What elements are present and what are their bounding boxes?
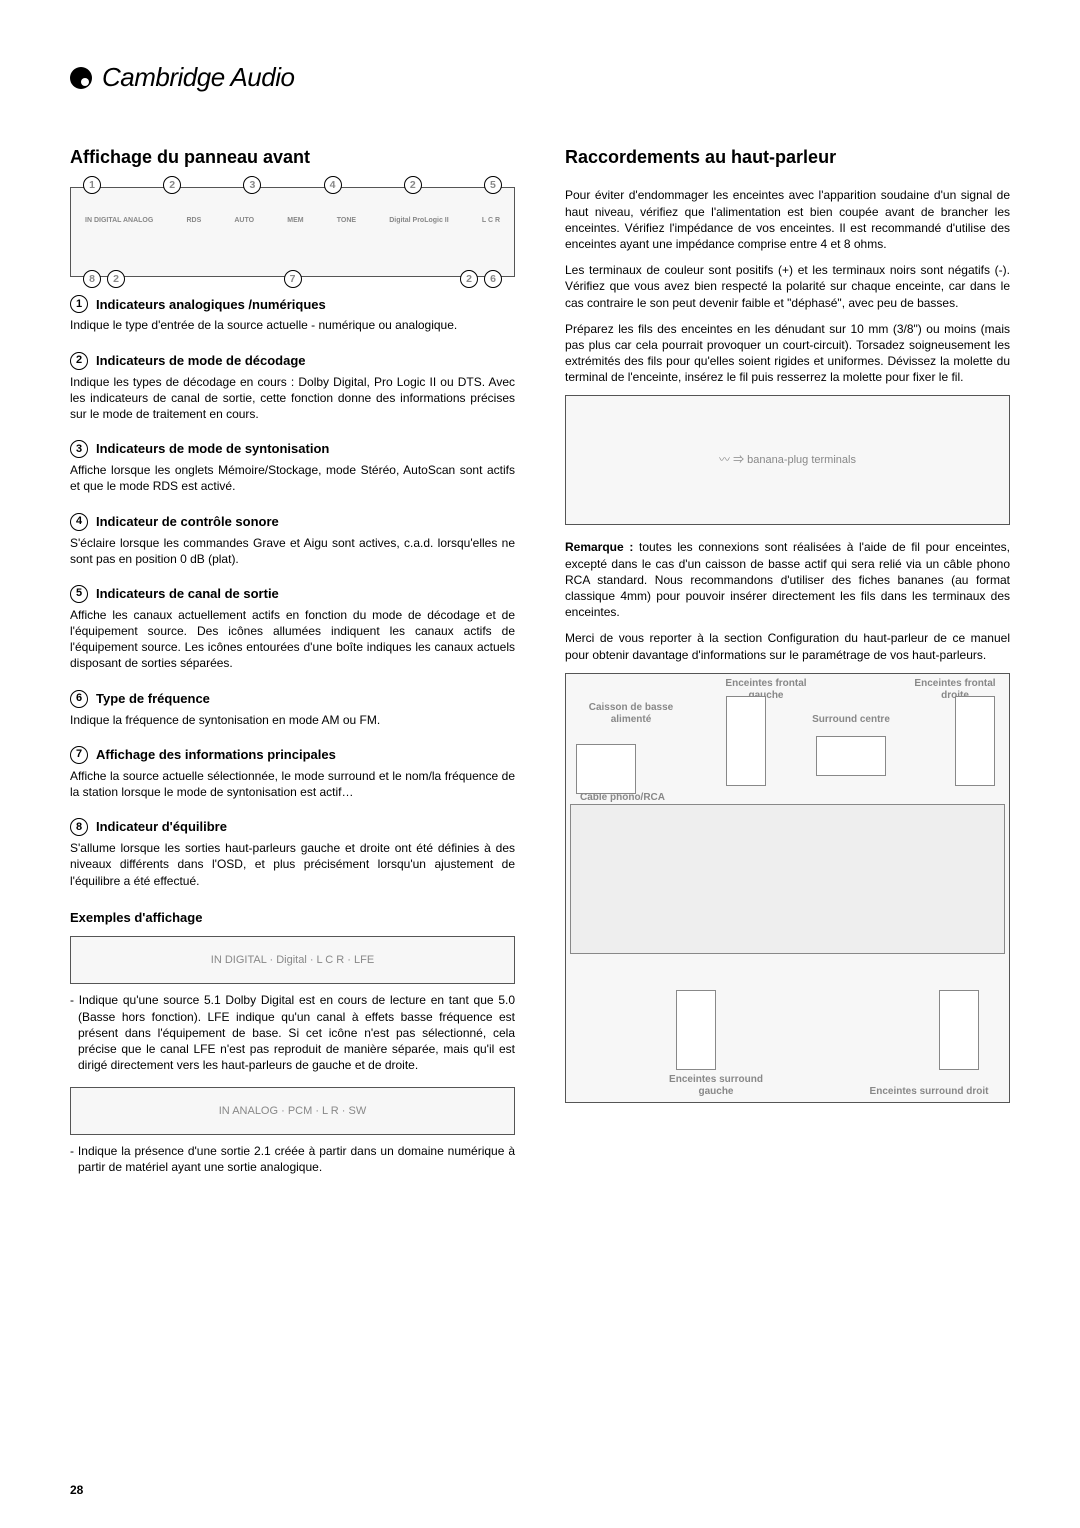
section-title: Indicateur d'équilibre: [96, 818, 227, 836]
logo-icon: [70, 67, 92, 89]
panel-label: TONE: [337, 216, 356, 225]
panel-label: MEM: [287, 216, 303, 225]
callout: 2: [404, 176, 422, 194]
callout: 3: [243, 176, 261, 194]
right-para: Les terminaux de couleur sont positifs (…: [565, 262, 1010, 311]
diagram-label: Enceintes surround droit: [869, 1086, 989, 1098]
left-heading: Affichage du panneau avant: [70, 145, 515, 169]
diagram-label: Caisson de basse alimenté: [586, 702, 676, 726]
right-para: Préparez les fils des enceintes en les d…: [565, 321, 1010, 386]
right-para-after: Merci de vous reporter à la section Conf…: [565, 630, 1010, 662]
section-title: Indicateurs analogiques /numériques: [96, 296, 326, 314]
callout: 4: [324, 176, 342, 194]
section-title: Type de fréquence: [96, 690, 210, 708]
section-number: 6: [70, 690, 88, 708]
section-title: Indicateurs de mode de syntonisation: [96, 440, 329, 458]
section-number: 4: [70, 513, 88, 531]
right-heading: Raccordements au haut-parleur: [565, 145, 1010, 169]
page-number: 28: [70, 1482, 83, 1498]
logo-text: Cambridge Audio: [102, 60, 294, 95]
section-body: S'éclaire lorsque les commandes Grave et…: [70, 535, 515, 567]
section-head: 5 Indicateurs de canal de sortie: [70, 585, 515, 603]
example1-note: - Indique qu'une source 5.1 Dolby Digita…: [70, 992, 515, 1073]
section-number: 7: [70, 746, 88, 764]
callout: 2: [460, 270, 478, 288]
section-number: 8: [70, 818, 88, 836]
left-column: Affichage du panneau avant 1 2 3 4 2 5 I…: [70, 145, 515, 1190]
example2-note: - Indique la présence d'une sortie 2.1 c…: [70, 1143, 515, 1175]
section-title: Indicateurs de mode de décodage: [96, 352, 306, 370]
brand-logo: Cambridge Audio: [70, 60, 1010, 95]
section-head: 7 Affichage des informations principales: [70, 746, 515, 764]
diagram-label: Surround centre: [806, 714, 896, 726]
section-head: 2 Indicateurs de mode de décodage: [70, 352, 515, 370]
callout: 8: [83, 270, 101, 288]
examples-heading: Exemples d'affichage: [70, 909, 515, 927]
section-head: 8 Indicateur d'équilibre: [70, 818, 515, 836]
diagram-label: Enceintes surround gauche: [656, 1074, 776, 1098]
section-number: 1: [70, 295, 88, 313]
panel-label: RDS: [186, 216, 201, 225]
callout: 2: [163, 176, 181, 194]
section-number: 3: [70, 440, 88, 458]
section-body: Affiche lorsque les onglets Mémoire/Stoc…: [70, 462, 515, 494]
callout: 5: [484, 176, 502, 194]
section-body: Indique la fréquence de syntonisation en…: [70, 712, 515, 728]
front-panel-display-diagram: 1 2 3 4 2 5 IN DIGITAL ANALOG RDS AUTO M…: [70, 187, 515, 277]
panel-label: IN DIGITAL ANALOG: [85, 216, 153, 225]
section-number: 2: [70, 352, 88, 370]
section-body: S'allume lorsque les sorties haut-parleu…: [70, 840, 515, 889]
callout: 6: [484, 270, 502, 288]
section-title: Indicateur de contrôle sonore: [96, 513, 279, 531]
panel-label: L C R: [482, 216, 500, 225]
speaker-connection-diagram: Enceintes frontal gauche Enceintes front…: [565, 673, 1010, 1103]
callout: 7: [284, 270, 302, 288]
section-number: 5: [70, 585, 88, 603]
callout: 1: [83, 176, 101, 194]
display-example-1: IN DIGITAL · Digital · L C R · LFE: [70, 936, 515, 984]
section-head: 6 Type de fréquence: [70, 690, 515, 708]
section-body: Affiche les canaux actuellement actifs e…: [70, 607, 515, 672]
remark-label: Remarque :: [565, 540, 633, 554]
callout: 2: [107, 270, 125, 288]
remark-paragraph: Remarque : toutes les connexions sont ré…: [565, 539, 1010, 620]
section-body: Indique les types de décodage en cours :…: [70, 374, 515, 423]
right-para: Pour éviter d'endommager les enceintes a…: [565, 187, 1010, 252]
section-head: 3 Indicateurs de mode de syntonisation: [70, 440, 515, 458]
section-title: Indicateurs de canal de sortie: [96, 585, 279, 603]
panel-label: Digital ProLogic II: [389, 216, 449, 225]
section-title: Affichage des informations principales: [96, 746, 336, 764]
panel-label: AUTO: [234, 216, 254, 225]
section-body: Affiche la source actuelle sélectionnée,…: [70, 768, 515, 800]
display-example-2: IN ANALOG · PCM · L R · SW: [70, 1087, 515, 1135]
wire-prep-diagram: 〰 ⇒ banana-plug terminals: [565, 395, 1010, 525]
right-column: Raccordements au haut-parleur Pour évite…: [565, 145, 1010, 1190]
section-head: 4 Indicateur de contrôle sonore: [70, 513, 515, 531]
section-head: 1 Indicateurs analogiques /numériques: [70, 295, 515, 313]
section-body: Indique le type d'entrée de la source ac…: [70, 317, 515, 333]
